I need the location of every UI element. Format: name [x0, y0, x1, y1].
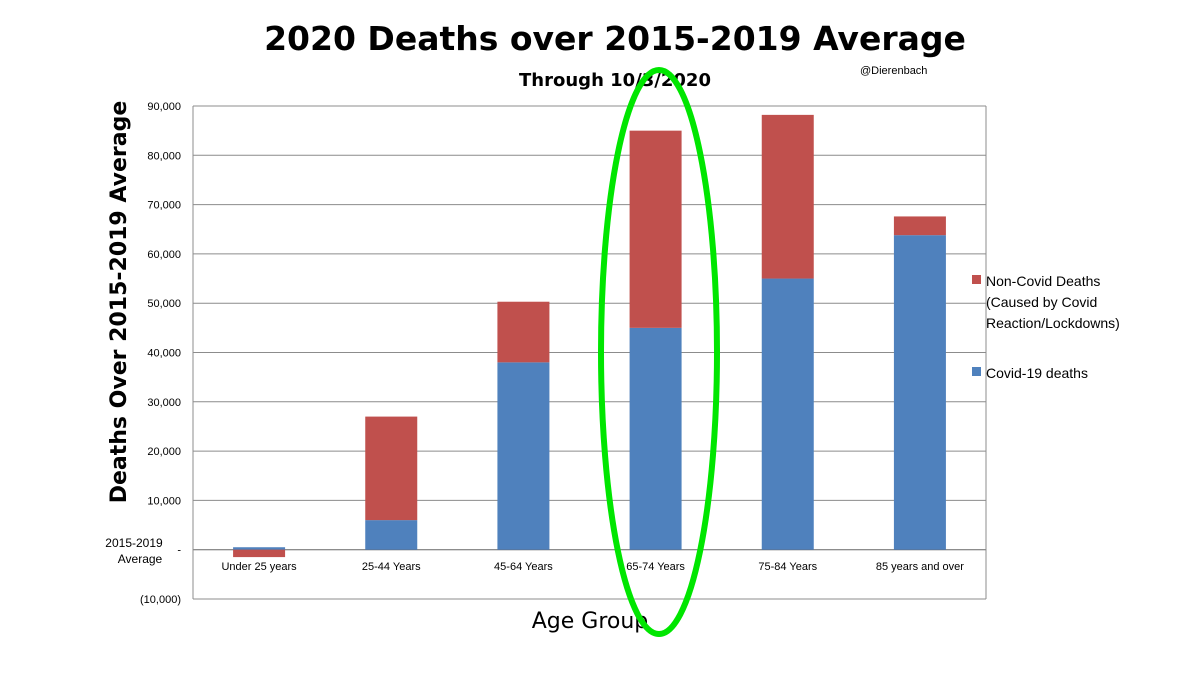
- legend-label-covid: Covid-19 deaths: [986, 365, 1088, 381]
- y-tick-label: (10,000): [140, 594, 181, 606]
- y-tick-label: 10,000: [147, 495, 181, 507]
- y-axis-label: Deaths Over 2015-2019 Average: [107, 101, 132, 504]
- y-tick-label: 80,000: [147, 150, 181, 162]
- bar-segment: [233, 549, 286, 558]
- legend: Non-Covid Deaths (Caused by Covid Reacti…: [972, 273, 1120, 381]
- legend-swatch-covid: [972, 367, 981, 376]
- chart-credit: @Dierenbach: [860, 65, 927, 77]
- bar-segment: [497, 301, 550, 363]
- bar-segment: [893, 235, 946, 550]
- chart-subtitle: Through 10/3/2020: [519, 70, 711, 91]
- category-label: 85 years and over: [876, 561, 964, 573]
- legend-label-non-covid-line1: Non-Covid Deaths: [986, 273, 1100, 289]
- bar-segment: [761, 278, 814, 550]
- bar-segment: [233, 547, 286, 550]
- y-tick-label: 70,000: [147, 200, 181, 212]
- baseline-label-line2: Average: [118, 552, 163, 566]
- chart-title: 2020 Deaths over 2015-2019 Average: [264, 19, 966, 58]
- y-tick-label: 30,000: [147, 397, 181, 409]
- y-tick-label: 50,000: [147, 298, 181, 310]
- y-tick-label: -: [177, 545, 181, 557]
- category-label: 45-64 Years: [494, 561, 553, 573]
- legend-label-non-covid-line2: (Caused by Covid: [986, 294, 1097, 310]
- y-tick-label: 20,000: [147, 446, 181, 458]
- category-label: 65-74 Years: [626, 561, 685, 573]
- baseline-label-line1: 2015-2019: [105, 536, 163, 550]
- grid-lines: [192, 105, 987, 600]
- legend-swatch-non-covid: [972, 275, 981, 284]
- bar-segment: [629, 130, 682, 328]
- y-tick-labels: 90,000 80,000 70,000 60,000 50,000 40,000 30,0…: [140, 101, 181, 606]
- bar-segment: [629, 327, 682, 550]
- category-label: 75-84 Years: [758, 561, 817, 573]
- bar-segment: [497, 362, 550, 550]
- bar-segment: [893, 216, 946, 236]
- category-label: Under 25 years: [221, 561, 297, 573]
- y-tick-label: 40,000: [147, 348, 181, 360]
- y-tick-label: 90,000: [147, 101, 181, 113]
- bars: [233, 114, 946, 558]
- y-tick-label: 60,000: [147, 249, 181, 261]
- bar-segment: [365, 416, 418, 521]
- category-labels: Under 25 years 25-44 Years 45-64 Years 65-7…: [221, 561, 964, 573]
- x-axis-label: Age Group: [532, 609, 649, 634]
- bar-segment: [365, 520, 418, 550]
- category-label: 25-44 Years: [362, 561, 421, 573]
- highlight-ellipse: [598, 67, 720, 637]
- legend-label-non-covid-line3: Reaction/Lockdowns): [986, 315, 1120, 331]
- bar-segment: [761, 114, 814, 279]
